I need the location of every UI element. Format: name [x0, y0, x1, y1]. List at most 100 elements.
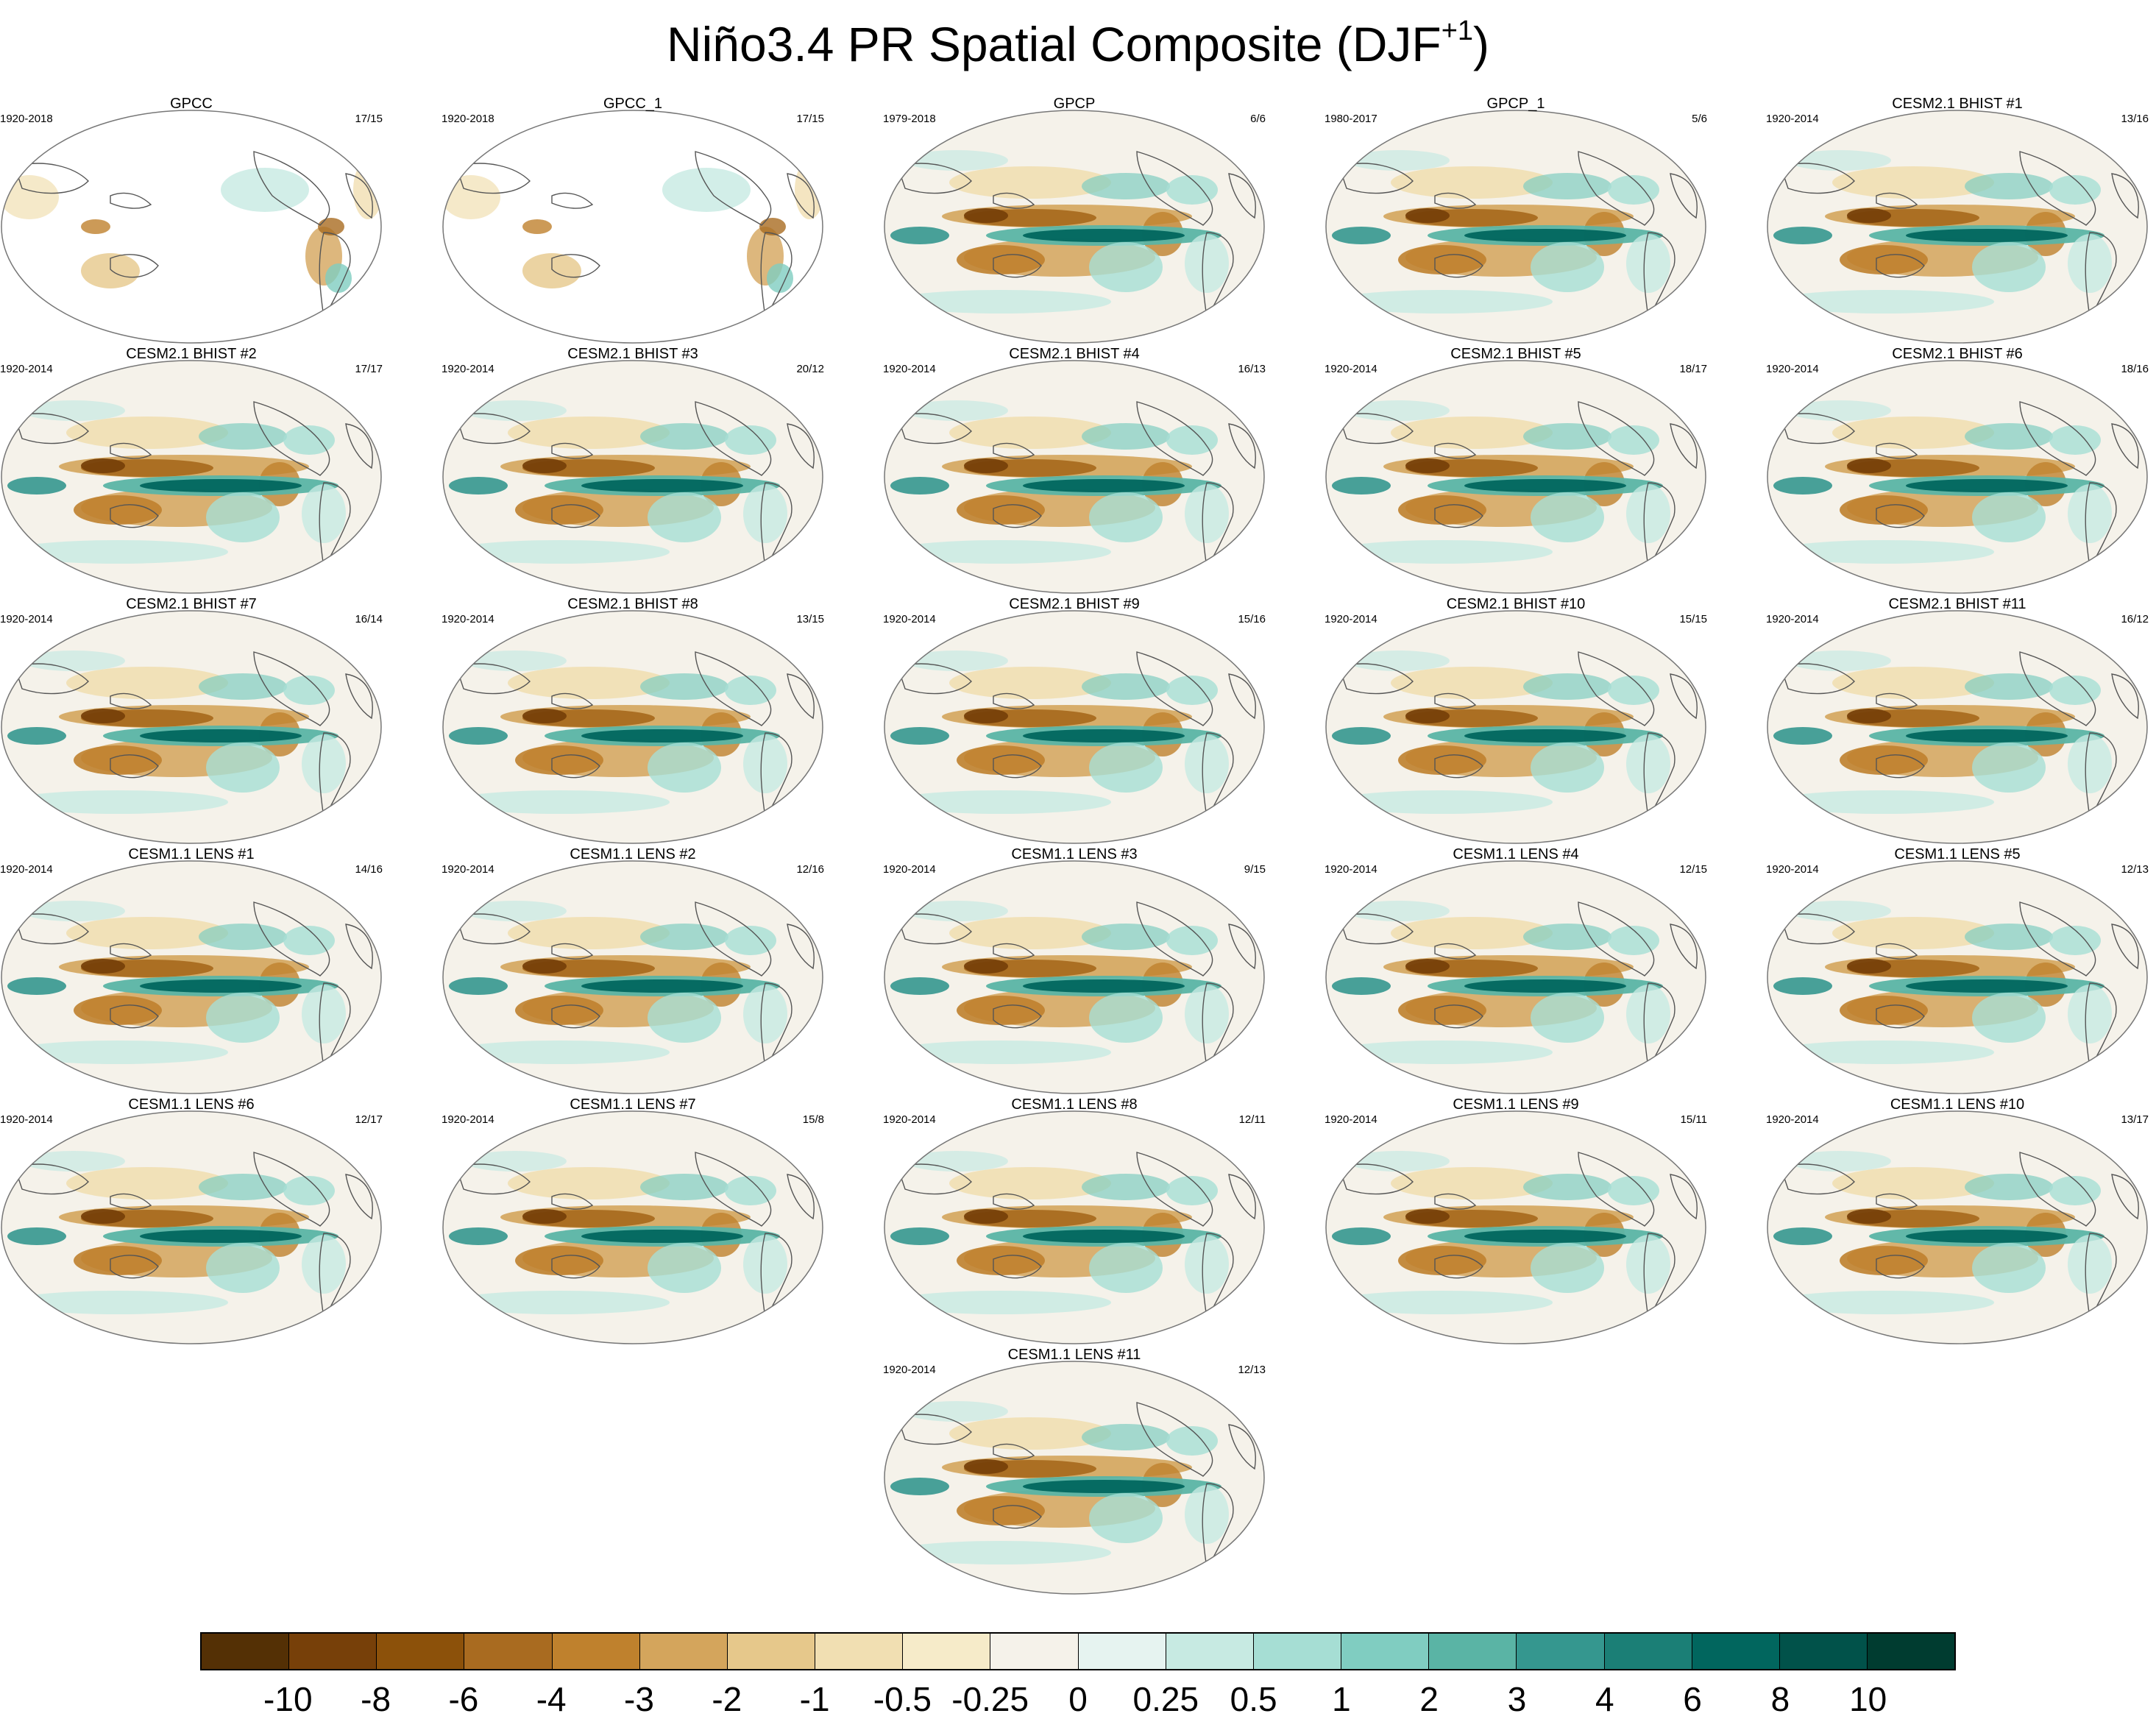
coastline	[1578, 401, 1655, 476]
anomaly-contour	[522, 959, 567, 974]
coastline	[253, 151, 330, 226]
colorbar-cell	[1341, 1634, 1430, 1669]
anomaly-contour	[1332, 727, 1391, 745]
coastline	[1228, 173, 1256, 219]
anomaly-contour	[949, 1417, 1111, 1450]
coastline	[993, 754, 1042, 779]
anomaly-contour	[302, 985, 346, 1043]
coastline	[1670, 1174, 1698, 1220]
anomaly-contour	[1972, 242, 2046, 292]
anomaly-contour	[648, 993, 721, 1043]
anomaly-contour	[449, 727, 508, 745]
anomaly-contour	[1185, 1485, 1229, 1544]
coastline	[319, 1233, 351, 1319]
panel-years: 1920-2014	[442, 613, 494, 625]
map-panel: CESM1.1 LENS #5 1920-2014 12/13	[1766, 846, 2149, 1096]
anomaly-field	[1773, 150, 2139, 319]
anomaly-contour	[1405, 709, 1450, 723]
anomaly-contour	[957, 745, 1045, 775]
anomaly-field	[449, 901, 815, 1069]
anomaly-contour	[74, 495, 162, 525]
anomaly-contour	[905, 901, 1008, 921]
coastline	[2085, 232, 2117, 319]
coastline	[1136, 1152, 1213, 1227]
coastline	[695, 151, 772, 226]
coastline	[1670, 924, 1698, 970]
anomaly-contour	[640, 1174, 728, 1200]
colorbar-cell	[202, 1634, 290, 1669]
anomaly-contour	[1531, 1243, 1604, 1293]
panel-event-count: 13/16	[2121, 113, 2149, 125]
panel-event-count: 14/16	[355, 863, 383, 876]
coastline	[455, 663, 531, 695]
anomaly-field	[7, 901, 373, 1069]
anomaly-contour	[1391, 917, 1553, 949]
colorbar-tick-label: -10	[263, 1680, 313, 1718]
anomaly-contour	[964, 458, 1008, 473]
panel-event-count: 20/12	[796, 363, 824, 375]
anomaly-contour	[283, 676, 335, 705]
coastline	[345, 173, 373, 219]
anomaly-contour	[1788, 651, 1891, 671]
anomaly-contour	[1082, 173, 1170, 199]
coastline	[14, 663, 89, 695]
map-panel-plot	[1767, 860, 2148, 1094]
panel-title: GPCC	[170, 96, 213, 112]
panel-event-count: 13/17	[2121, 1113, 2149, 1126]
map-outline	[1767, 1110, 2148, 1344]
anomaly-contour	[1089, 1243, 1163, 1293]
anomaly-contour	[221, 168, 309, 212]
panel-event-count: 17/15	[355, 113, 383, 125]
anomaly-contour	[515, 745, 603, 775]
coastline	[1780, 913, 1855, 945]
map-outline	[442, 610, 823, 844]
map-outline	[884, 1361, 1265, 1595]
map-outline	[884, 1110, 1265, 1344]
map-panel-plot	[1325, 1110, 1706, 1344]
anomaly-contour	[1023, 1480, 1185, 1493]
anomaly-contour	[7, 727, 66, 745]
map-outline	[1325, 360, 1706, 594]
colorbar-tick-label: 10	[1849, 1680, 1887, 1718]
panel-years: 1920-2014	[1325, 1113, 1377, 1126]
map-panel-plot	[1, 110, 382, 344]
coastline	[110, 1255, 159, 1279]
anomaly-field	[890, 1151, 1256, 1319]
anomaly-contour	[1464, 229, 1626, 242]
anomaly-contour	[1832, 917, 1994, 949]
coastline	[14, 1163, 89, 1195]
colorbar-tick-label: 2	[1419, 1680, 1439, 1718]
anomaly-contour	[449, 1041, 670, 1064]
map-panel-plot	[1767, 1110, 2148, 1344]
anomaly-contour	[1972, 993, 2046, 1043]
colorbar-tick-label: 8	[1770, 1680, 1790, 1718]
anomaly-contour	[890, 1541, 1111, 1564]
anomaly-contour	[2068, 484, 2112, 543]
anomaly-contour	[890, 477, 949, 495]
anomaly-contour	[949, 1167, 1111, 1199]
coastline	[551, 254, 600, 278]
anomaly-field	[1773, 901, 2139, 1069]
coastline	[1228, 1424, 1256, 1470]
anomaly-contour	[74, 996, 162, 1025]
anomaly-contour	[1166, 175, 1218, 205]
coastline	[319, 232, 351, 319]
coastline	[2085, 732, 2117, 819]
coastline	[1136, 1402, 1213, 1477]
panel-title: CESM1.1 LENS #10	[1890, 1096, 2025, 1113]
panel-title: CESM1.1 LENS #8	[1011, 1096, 1138, 1113]
colorbar-cell	[1604, 1634, 1692, 1669]
coastline	[110, 504, 159, 528]
coastline	[1202, 1483, 1234, 1570]
coastline	[1338, 413, 1414, 444]
anomaly-field	[449, 400, 815, 569]
anomaly-contour	[2049, 926, 2101, 955]
panel-event-count: 16/12	[2121, 613, 2149, 625]
map-panel: CESM2.1 BHIST #4 1920-2014 16/13	[883, 346, 1266, 596]
anomaly-contour	[81, 219, 110, 234]
anomaly-contour	[890, 790, 1111, 814]
anomaly-contour	[581, 1230, 743, 1243]
anomaly-contour	[1608, 1176, 1659, 1205]
anomaly-contour	[640, 924, 728, 950]
coastline	[1136, 651, 1213, 726]
